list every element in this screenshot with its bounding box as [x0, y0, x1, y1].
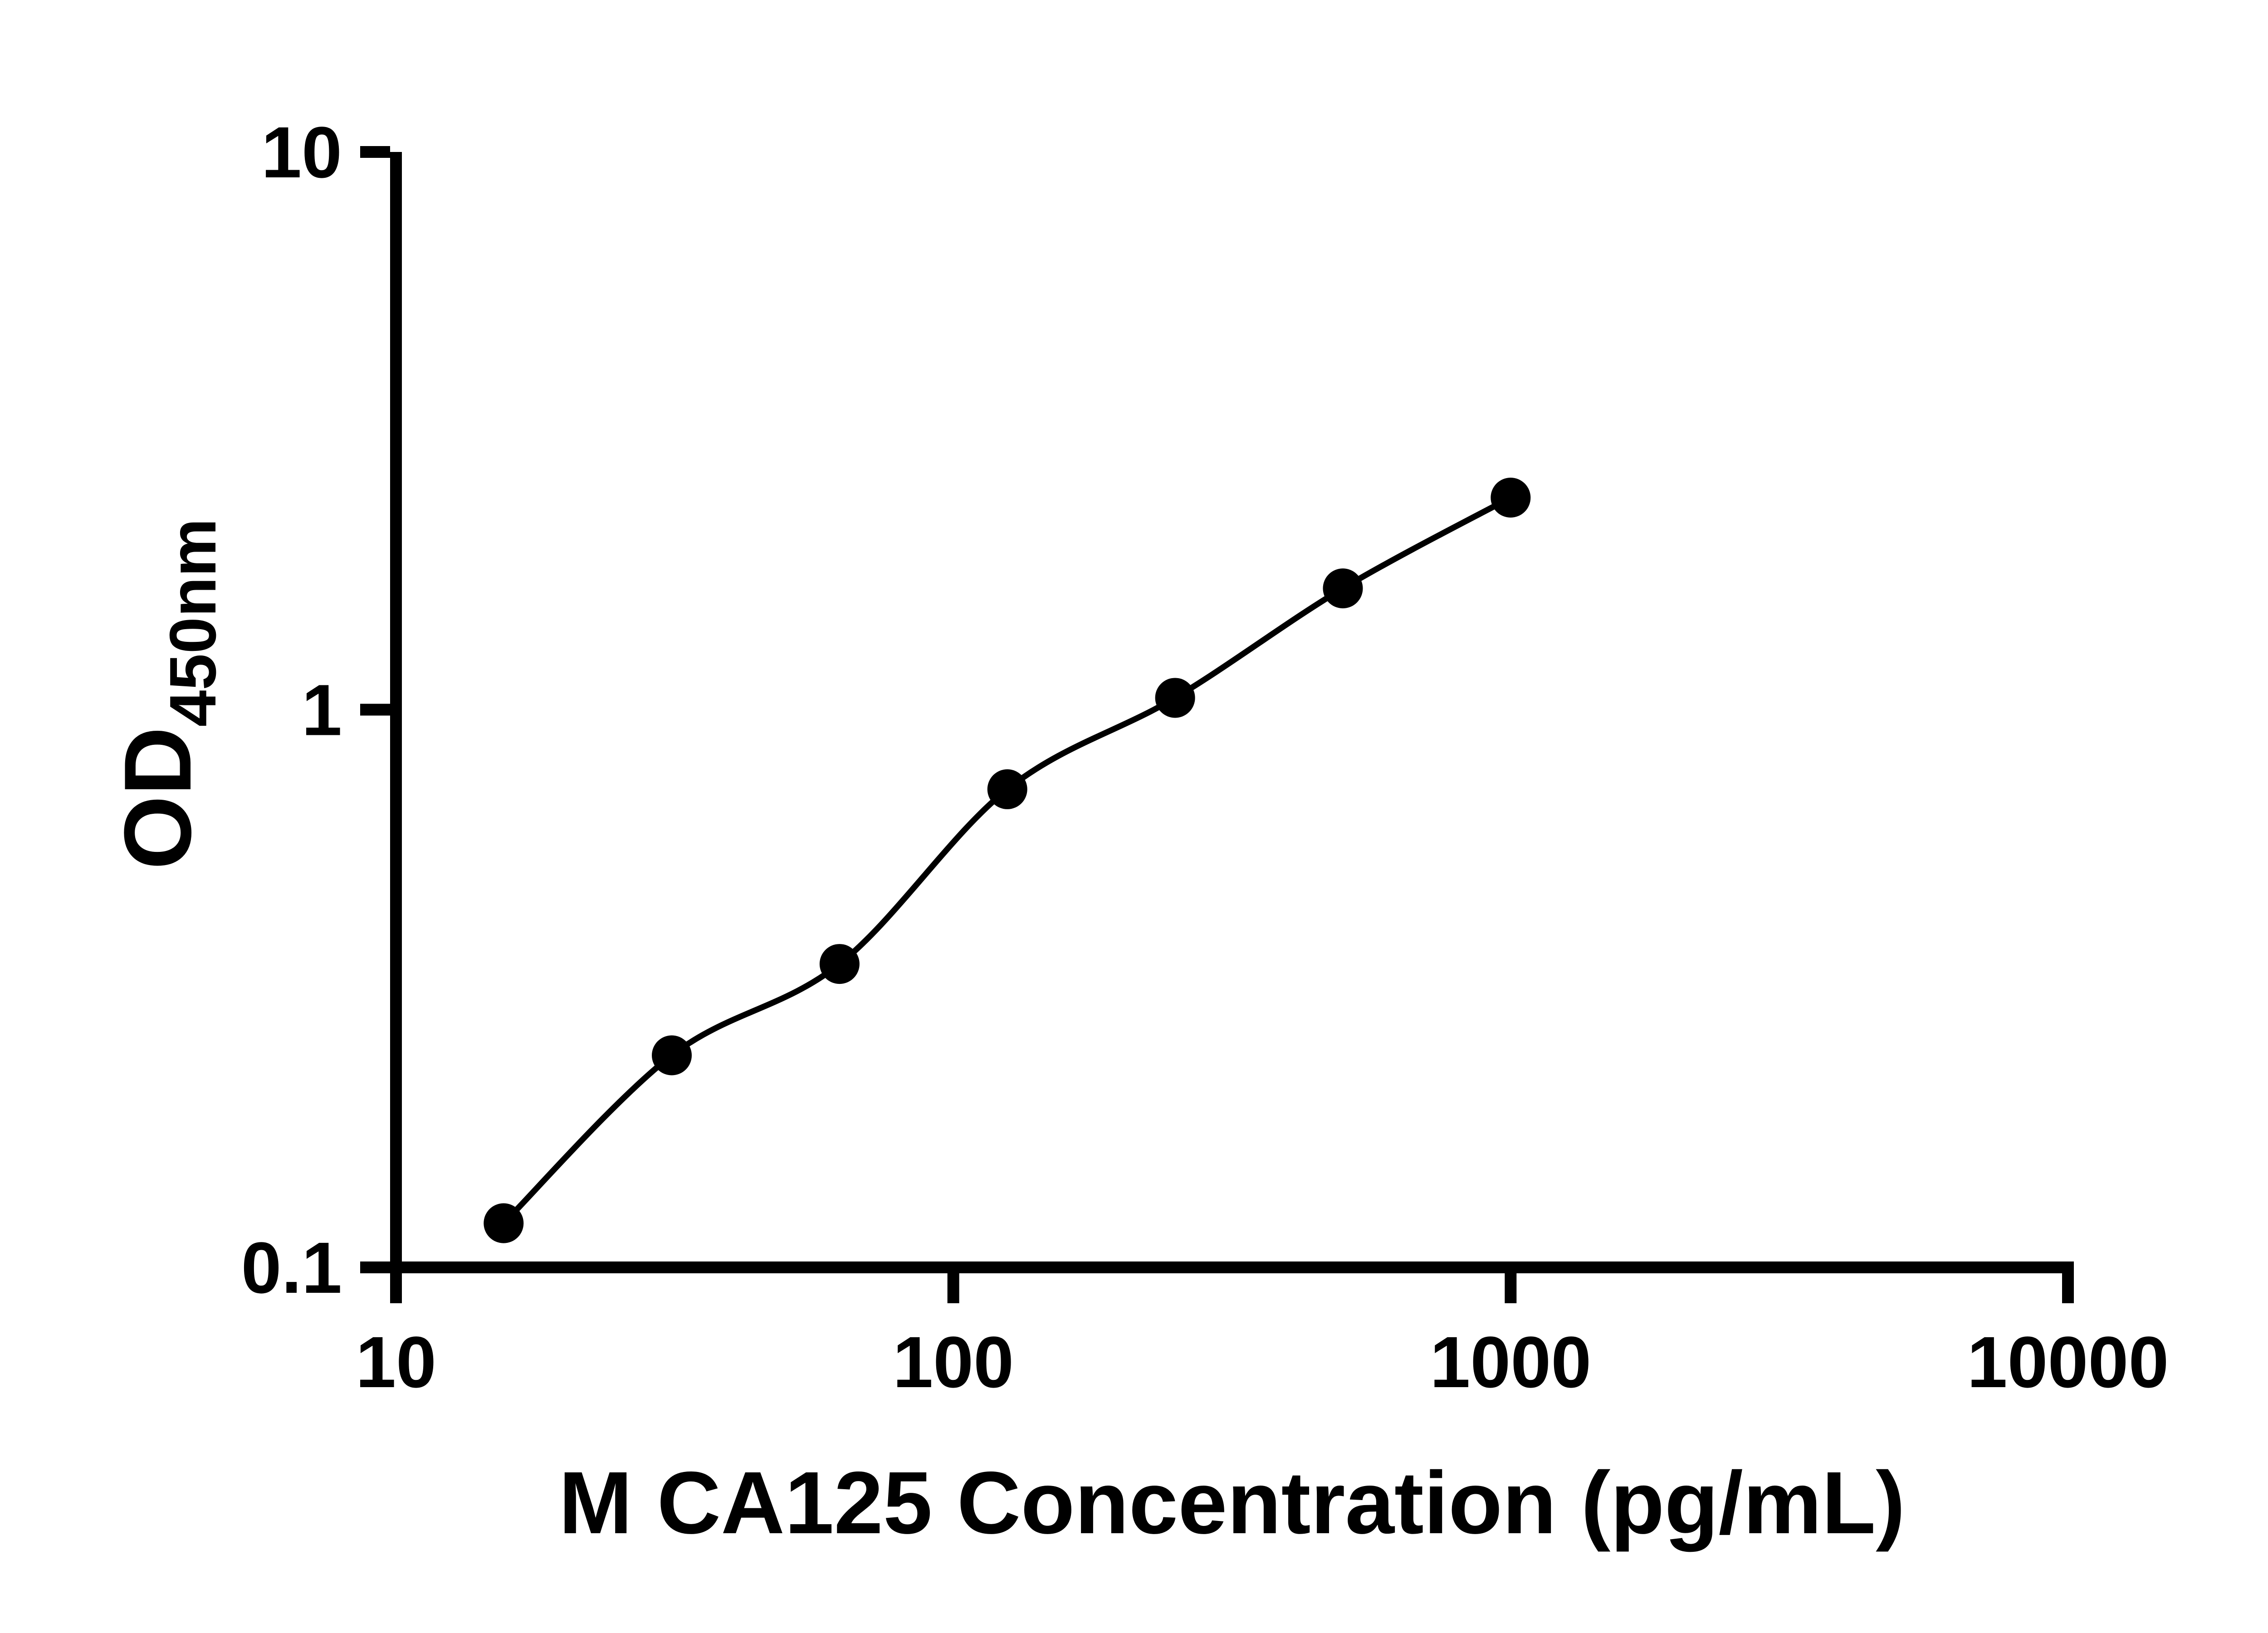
- x-tick-label: 100: [893, 1321, 1014, 1403]
- data-point: [1323, 568, 1363, 609]
- plot-area: 10 100 1000 10000 0.1 1 10: [241, 112, 2169, 1403]
- data-point: [987, 769, 1027, 809]
- y-tick-label: 10: [261, 112, 342, 193]
- fit-curve: [501, 495, 1512, 1226]
- x-tick-label: 1000: [1430, 1321, 1591, 1403]
- data-point: [652, 1035, 692, 1076]
- data-point: [1491, 478, 1531, 518]
- data-point: [819, 944, 860, 984]
- data-point: [484, 1203, 524, 1243]
- x-tick-label: 10: [356, 1321, 436, 1403]
- y-axis-title-main: OD: [104, 727, 211, 870]
- x-tick-label: 10000: [1967, 1321, 2169, 1403]
- data-point: [1155, 678, 1195, 718]
- y-tick-label: 1: [302, 670, 342, 751]
- x-axis-title: M CA125 Concentration (pg/mL): [559, 1453, 1905, 1552]
- y-axis-title-subscript: 450nm: [156, 518, 230, 727]
- y-tick-label: 0.1: [241, 1227, 342, 1308]
- y-axis-title: OD450nm: [104, 518, 230, 870]
